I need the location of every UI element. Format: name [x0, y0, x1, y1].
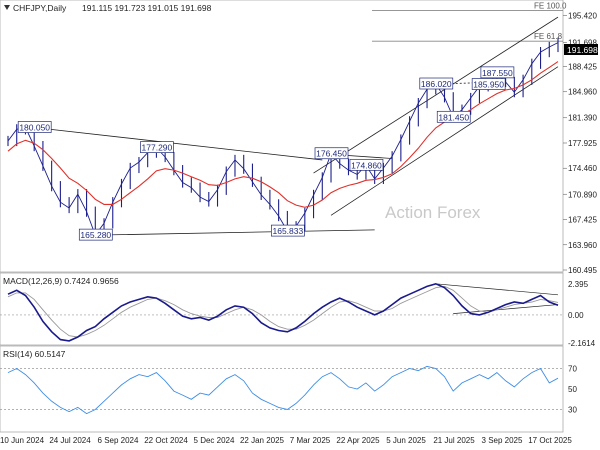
rsi-axis-label: 50: [568, 385, 577, 394]
fib-level-label: FE 61.8: [534, 32, 563, 41]
rsi-title: RSI(14) 60.5147: [3, 349, 66, 359]
x-axis-label: 21 Jul 2025: [433, 436, 475, 445]
rsi-line: [7, 365, 559, 415]
x-axis-label: 5 Jun 2025: [386, 436, 426, 445]
x-axis-label: 7 Mar 2025: [290, 436, 331, 445]
current-price-label: 191.698: [567, 45, 598, 55]
x-axis-label: 22 Jan 2025: [240, 436, 285, 445]
price-annotation-box: [480, 66, 515, 79]
price-annotation-label: 180.050: [19, 123, 50, 133]
price-annotation-box: [419, 77, 454, 90]
macd-line: [7, 282, 559, 342]
triangle-lower-trendline: [95, 229, 375, 236]
macd-signal-line: [7, 285, 559, 338]
price-axis-label: 174.460: [568, 164, 597, 173]
macd-title: MACD(12,26,9) 0.7424 0.9656: [3, 276, 119, 286]
price-annotation-label: 185.950: [473, 80, 504, 90]
axis-layer: 195.420 191.698 188.425 184.960 181.390 177.9…: [0, 12, 597, 445]
price-annotation-label: 176.450: [316, 149, 347, 159]
price-annotation-label: 165.280: [80, 230, 111, 240]
price-axis-label: 195.420: [568, 12, 597, 21]
price-annotation-box: [271, 224, 305, 237]
price-axis-label: 184.960: [568, 88, 597, 97]
macd-axis-label: 0.00: [568, 311, 584, 320]
price-annotation-label: 186.020: [421, 79, 452, 89]
collapse-triangle-icon[interactable]: [4, 5, 10, 10]
price-annotation-label: 165.833: [272, 226, 303, 236]
price-annotation-box: [78, 228, 113, 241]
rsi-panel-frame: [0, 345, 564, 433]
rsi-axis-label: 30: [568, 406, 577, 415]
x-axis-label: 5 Dec 2024: [194, 436, 235, 445]
x-axis-label: 10 Jun 2024: [0, 436, 45, 445]
macd-axis-label: 2.395: [568, 280, 589, 289]
annotation-layer: FE 100.0 FE 61.8 180.050 177.290 165.280 165.…: [17, 2, 567, 241]
price-axis-label: 167.425: [568, 216, 597, 225]
price-annotation-box: [471, 78, 506, 90]
x-axis-label: 17 Oct 2025: [528, 436, 572, 445]
price-annotation-label: 174.860: [351, 160, 382, 170]
triangle-upper-trendline: [34, 127, 323, 161]
price-annotation-label: 177.290: [142, 143, 173, 153]
price-axis-label: 170.890: [568, 190, 597, 199]
macd-axis-label: -2.1614: [568, 339, 596, 348]
macd-upper-trendline: [435, 283, 559, 296]
x-axis-label: 22 Oct 2024: [144, 436, 188, 445]
price-axis-label: 160.495: [568, 266, 597, 275]
price-annotation-box: [436, 110, 471, 123]
price-axis-label: 188.425: [568, 62, 597, 71]
price-annotation-box: [17, 121, 52, 133]
price-annotation-box: [140, 141, 174, 153]
price-axis-label: 177.925: [568, 139, 597, 148]
price-axis-label: 163.960: [568, 241, 597, 250]
watermark: Action Forex: [385, 203, 481, 222]
price-axis-label: 191.698: [568, 39, 597, 48]
rsi-axis-label: 70: [568, 365, 577, 374]
trendline-layer: [34, 10, 563, 314]
macd-lower-trendline: [453, 304, 559, 314]
x-axis-label: 6 Sep 2024: [98, 436, 139, 445]
macd-panel-frame: [0, 272, 564, 346]
price-annotation-box: [349, 158, 384, 171]
current-price-tag: [564, 44, 598, 55]
symbol-label: CHFJPY,Daily: [13, 3, 67, 13]
channel-upper-trendline: [313, 16, 559, 174]
grid-layer: [0, 314, 563, 410]
price-annotation-label: 187.550: [482, 68, 513, 78]
fib-level-label: FE 100.0: [534, 2, 567, 11]
x-axis-label: 3 Sep 2025: [482, 436, 523, 445]
price-annotation-label: 181.450: [438, 112, 469, 122]
x-axis-label: 24 Jul 2024: [49, 436, 91, 445]
price-annotation-box: [314, 147, 349, 160]
ohlc-label: 191.115 191.723 191.015 191.698: [82, 3, 212, 13]
channel-lower-trendline: [330, 66, 559, 216]
x-axis-label: 22 Apr 2025: [336, 436, 380, 445]
price-axis-label: 181.390: [568, 114, 597, 123]
